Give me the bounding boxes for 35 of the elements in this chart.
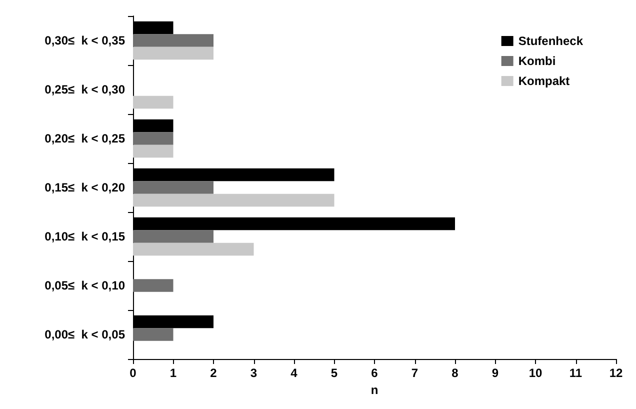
x-tick-label: 11 bbox=[569, 366, 582, 380]
bar bbox=[133, 144, 174, 158]
x-tick-label: 12 bbox=[609, 366, 623, 380]
y-tick-label: 0,20≤ k < 0,25 bbox=[44, 132, 126, 146]
bar bbox=[133, 230, 214, 243]
x-tick-label: 10 bbox=[528, 366, 542, 380]
x-tick-label: 5 bbox=[330, 366, 338, 380]
y-tick-label: 0,30≤ k < 0,35 bbox=[44, 34, 126, 48]
x-tick-label: 8 bbox=[452, 366, 459, 380]
x-tick-label: 7 bbox=[411, 366, 418, 380]
x-axis-title: n bbox=[370, 382, 378, 397]
bar bbox=[133, 34, 214, 47]
y-tick-label: 0,25≤ k < 0,30 bbox=[44, 82, 126, 96]
bar bbox=[133, 328, 174, 341]
x-tick-label: 9 bbox=[492, 366, 499, 380]
x-tick-label: 2 bbox=[210, 366, 218, 380]
bar bbox=[133, 46, 214, 60]
bar bbox=[133, 194, 334, 207]
bar bbox=[133, 242, 254, 256]
x-tick-label: 4 bbox=[290, 366, 298, 380]
x-tick-label: 6 bbox=[371, 366, 378, 380]
x-tick-label: 1 bbox=[170, 366, 177, 380]
y-tick-label: 0,00≤ k < 0,05 bbox=[44, 328, 126, 342]
x-tick-label: 3 bbox=[250, 366, 258, 380]
legend-label: Stufenheck bbox=[518, 34, 584, 48]
y-tick-label: 0,10≤ k < 0,15 bbox=[44, 230, 126, 244]
bar bbox=[133, 279, 174, 292]
bar bbox=[133, 132, 174, 145]
legend-label: Kombi bbox=[518, 54, 556, 68]
bar bbox=[133, 181, 214, 194]
bar bbox=[133, 96, 174, 109]
legend-label: Kompakt bbox=[518, 74, 570, 88]
x-tick-label: 0 bbox=[130, 366, 137, 380]
y-tick-label: 0,05≤ k < 0,10 bbox=[44, 278, 126, 292]
y-tick-label: 0,15≤ k < 0,20 bbox=[44, 180, 126, 194]
